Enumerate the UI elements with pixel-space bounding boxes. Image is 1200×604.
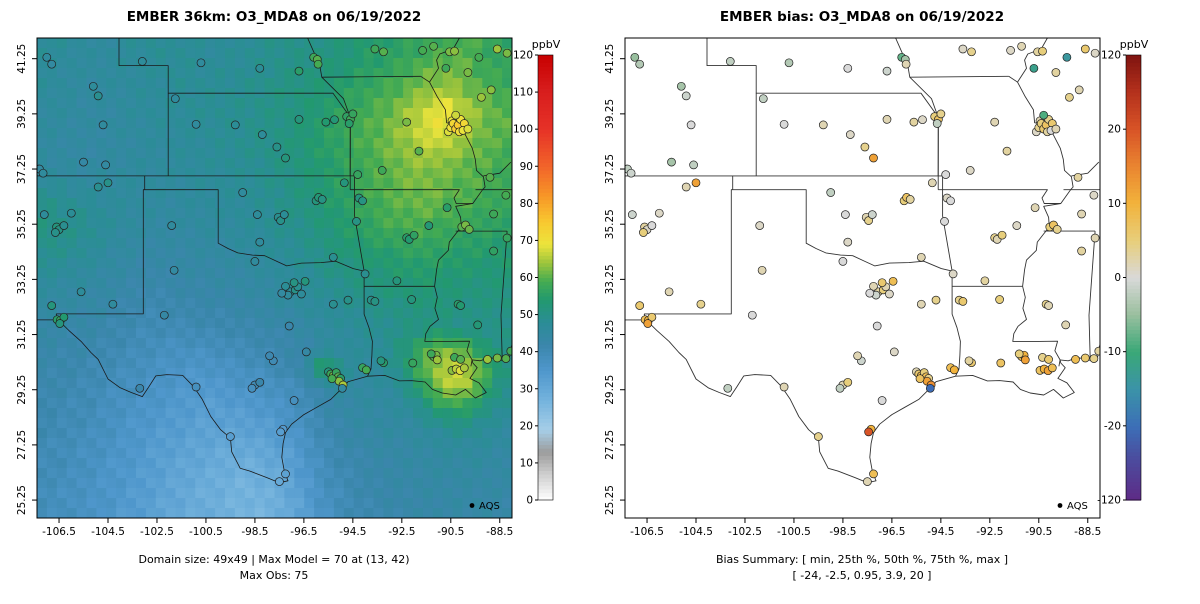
svg-text:0: 0 — [1114, 272, 1121, 284]
svg-text:-94.5: -94.5 — [927, 526, 954, 538]
svg-text:39.25: 39.25 — [16, 99, 28, 129]
svg-text:120: 120 — [1101, 50, 1121, 62]
bias-map-panel: -106.5 -104.5 -102.5 -100.5 -98.5 -96.5 -94.5 -… — [604, 37, 1142, 538]
svg-text:29.25: 29.25 — [604, 375, 616, 405]
svg-text:25.25: 25.25 — [604, 485, 616, 515]
svg-text:37.25: 37.25 — [16, 154, 28, 184]
model-colorbar: 0 10 20 30 40 50 60 70 80 90 100 110 120 — [513, 50, 554, 507]
state-borders — [625, 38, 1100, 484]
svg-text:27.25: 27.25 — [16, 430, 28, 460]
right-caption-line1: Bias Summary: [ min, 25th %, 50th %, 75t… — [716, 553, 1008, 566]
svg-text:-104.5: -104.5 — [679, 526, 713, 538]
svg-text:20: 20 — [520, 420, 533, 432]
svg-text:-100.5: -100.5 — [189, 526, 223, 538]
bias-dots — [625, 41, 1100, 486]
svg-text:10: 10 — [520, 457, 533, 469]
svg-text:-98.5: -98.5 — [241, 526, 268, 538]
svg-text:-96.5: -96.5 — [878, 526, 905, 538]
svg-text:-88.5: -88.5 — [486, 526, 513, 538]
svg-text:35.25: 35.25 — [16, 209, 28, 239]
svg-text:33.25: 33.25 — [604, 264, 616, 294]
svg-text:30: 30 — [520, 383, 533, 395]
svg-text:35.25: 35.25 — [604, 209, 616, 239]
svg-text:31.25: 31.25 — [16, 320, 28, 350]
svg-text:41.25: 41.25 — [604, 44, 616, 74]
svg-text:0: 0 — [526, 495, 533, 507]
svg-text:39.25: 39.25 — [604, 99, 616, 129]
axes: -106.5 -104.5 -102.5 -100.5 -98.5 -96.5 -94.5 -… — [604, 37, 1101, 538]
svg-text:-20: -20 — [1104, 420, 1121, 432]
svg-text:27.25: 27.25 — [604, 430, 616, 460]
svg-text:40: 40 — [520, 346, 533, 358]
right-caption-line2: [ -24, -2.5, 0.95, 3.9, 20 ] — [793, 569, 932, 582]
svg-text:33.25: 33.25 — [16, 264, 28, 294]
svg-text:-10: -10 — [1104, 346, 1121, 358]
left-aqs-legend-dot — [469, 503, 475, 508]
svg-text:10: 10 — [1108, 198, 1121, 210]
svg-text:-90.5: -90.5 — [437, 526, 464, 538]
svg-text:-96.5: -96.5 — [290, 526, 317, 538]
svg-text:-92.5: -92.5 — [388, 526, 415, 538]
svg-text:-120: -120 — [1097, 495, 1121, 507]
svg-text:-94.5: -94.5 — [339, 526, 366, 538]
svg-text:50: 50 — [520, 309, 533, 321]
svg-text:29.25: 29.25 — [16, 375, 28, 405]
svg-text:90: 90 — [520, 161, 533, 173]
model-heatmap — [37, 38, 512, 518]
svg-text:-100.5: -100.5 — [777, 526, 811, 538]
axes: -106.5 -104.5 -102.5 -100.5 -98.5 -96.5 -94.5 -… — [16, 37, 513, 538]
svg-text:100: 100 — [513, 124, 533, 136]
svg-text:-106.5: -106.5 — [630, 526, 664, 538]
svg-text:41.25: 41.25 — [16, 44, 28, 74]
svg-text:-102.5: -102.5 — [140, 526, 174, 538]
svg-text:-98.5: -98.5 — [829, 526, 856, 538]
svg-text:-92.5: -92.5 — [976, 526, 1003, 538]
svg-text:60: 60 — [520, 272, 533, 284]
svg-text:-106.5: -106.5 — [42, 526, 76, 538]
right-colorbar-title: ppbV — [1120, 38, 1149, 51]
left-caption-line2: Max Obs: 75 — [240, 569, 309, 582]
svg-text:20: 20 — [1108, 124, 1121, 136]
left-colorbar-title: ppbV — [532, 38, 561, 51]
svg-text:-104.5: -104.5 — [91, 526, 125, 538]
svg-text:80: 80 — [520, 198, 533, 210]
right-aqs-legend-label: AQS — [1067, 501, 1088, 512]
left-map-title: EMBER 36km: O3_MDA8 on 06/19/2022 — [127, 9, 422, 25]
obs-dots — [37, 41, 512, 486]
svg-text:25.25: 25.25 — [16, 485, 28, 515]
svg-text:-88.5: -88.5 — [1074, 526, 1101, 538]
svg-text:110: 110 — [513, 87, 533, 99]
model-map-panel: -106.5 -104.5 -102.5 -100.5 -98.5 -96.5 -94.5 -… — [16, 37, 554, 538]
right-map-title: EMBER bias: O3_MDA8 on 06/19/2022 — [720, 9, 1004, 25]
svg-text:31.25: 31.25 — [604, 320, 616, 350]
svg-text:37.25: 37.25 — [604, 154, 616, 184]
left-aqs-legend-label: AQS — [479, 501, 500, 512]
svg-text:-102.5: -102.5 — [728, 526, 762, 538]
svg-text:120: 120 — [513, 50, 533, 62]
svg-text:70: 70 — [520, 235, 533, 247]
left-caption-line1: Domain size: 49x49 | Max Model = 70 at (… — [138, 553, 409, 566]
right-aqs-legend-dot — [1057, 503, 1063, 508]
bias-colorbar: -120 -20 -10 0 10 20 120 — [1097, 50, 1142, 507]
svg-text:-90.5: -90.5 — [1025, 526, 1052, 538]
